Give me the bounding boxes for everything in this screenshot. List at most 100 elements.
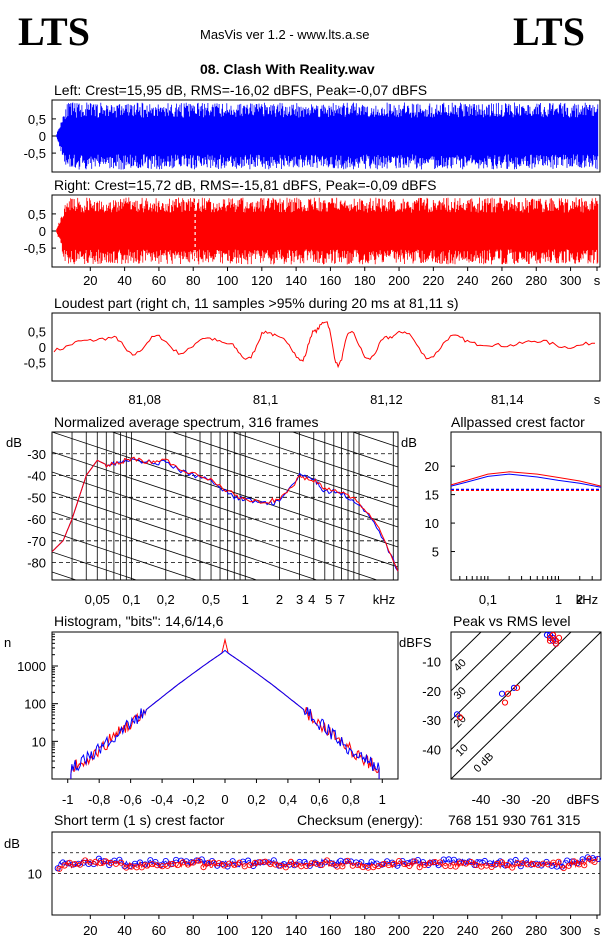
- short-crest-point-right: [200, 864, 207, 871]
- short-crest-point-right: [354, 862, 361, 869]
- allpass-y-tick: 20: [425, 459, 439, 474]
- histogram-x-tick: 0: [221, 792, 228, 807]
- short-crest-x-tick: 300: [560, 923, 582, 938]
- time-tick-label: 180: [354, 273, 376, 288]
- spectrum-x-unit: kHz: [373, 592, 395, 607]
- short-crest-point-right: [329, 860, 336, 867]
- peak-rms-point-left: [510, 684, 518, 691]
- spectrum-y-tick: -80: [27, 556, 46, 571]
- short-crest-point-right: [570, 858, 578, 865]
- short-crest-y-tick: 10: [28, 867, 42, 882]
- spectrum-x-tick: 0,5: [202, 592, 220, 607]
- spectrum-x-tick: 0,05: [85, 592, 110, 607]
- short-crest-point-right: [118, 859, 125, 866]
- peak-rms-point-right: [504, 690, 512, 697]
- peak-rms-y-tick: -20: [422, 684, 441, 699]
- left-channel-y-tick: 0: [39, 129, 46, 144]
- spectrum-diagonal: [52, 451, 398, 568]
- right-channel-title: Right: Crest=15,72 dB, RMS=-15,81 dBFS, …: [54, 177, 437, 193]
- short-crest-point-left: [517, 863, 524, 870]
- histogram-title: Histogram, "bits": 14,6/14,6: [54, 613, 224, 629]
- time-tick-label: 220: [422, 273, 444, 288]
- histogram-ylabel: n: [4, 635, 11, 650]
- loudest-x-tick: 81,1: [253, 392, 278, 407]
- histogram-y-tick: 1000: [17, 659, 46, 674]
- short-crest-title: Short term (1 s) crest factor: [54, 812, 225, 828]
- short-crest-x-tick: 200: [388, 923, 410, 938]
- allpass-y-tick: 5: [432, 545, 439, 560]
- short-crest-x-tick: 180: [354, 923, 376, 938]
- short-crest-point-right: [395, 858, 403, 865]
- short-crest-point-right: [215, 860, 222, 867]
- loudest-y-tick: -0,5: [24, 355, 46, 370]
- short-crest-point-right: [401, 860, 408, 868]
- time-tick-label: 160: [320, 273, 342, 288]
- histogram-x-tick: 0,4: [279, 792, 297, 807]
- peak-rms-crest-line: [451, 632, 542, 721]
- peak-rms-y-tick: -40: [422, 743, 441, 758]
- spectrum-x-tick: 5: [325, 592, 332, 607]
- checksum-label: Checksum (energy):: [297, 812, 424, 828]
- short-crest-point-right: [509, 864, 516, 871]
- loudest-series: [53, 321, 595, 369]
- time-tick-label: 40: [117, 273, 131, 288]
- short-crest-x-tick: 80: [186, 923, 200, 938]
- short-crest-point-right: [565, 862, 572, 869]
- loudest-x-tick: 81,08: [128, 392, 161, 407]
- short-crest-point-right: [560, 865, 567, 872]
- loudest-x-tick: s: [594, 392, 601, 407]
- short-crest-point-right: [185, 861, 192, 868]
- spectrum-diagonal: [291, 432, 398, 468]
- short-crest-point-right: [293, 861, 300, 868]
- short-crest-point-right: [246, 861, 253, 869]
- short-crest-ylabel: dB: [4, 836, 20, 851]
- peak-rms-crest-line: [451, 632, 482, 663]
- short-crest-point-right: [323, 857, 331, 864]
- short-crest-point-right: [56, 865, 63, 872]
- short-crest-point-right: [97, 860, 104, 867]
- time-tick-label: 20: [83, 273, 97, 288]
- allpass-frame: [450, 431, 602, 581]
- allpass-x-tick: 1: [555, 592, 562, 607]
- short-crest-point-right: [82, 857, 89, 864]
- short-crest-point-right: [190, 859, 197, 866]
- spectrum-diagonal: [171, 432, 398, 508]
- short-crest-point-left: [301, 858, 308, 865]
- histogram-x-tick: -0,8: [88, 792, 110, 807]
- short-crest-point-right: [138, 864, 145, 871]
- time-tick-label: 100: [217, 273, 239, 288]
- spectrum-x-tick: 1: [242, 592, 249, 607]
- time-tick-label: 80: [186, 273, 200, 288]
- allpass-x-unit: kHz: [576, 592, 598, 607]
- peak-rms-crest-label: 0 dB: [472, 751, 496, 775]
- allpass-title: Allpassed crest factor: [451, 414, 585, 430]
- spectrum-diagonal: [52, 252, 398, 367]
- short-crest-x-tick: 220: [422, 923, 444, 938]
- spectrum-y-tick: -70: [27, 534, 46, 549]
- histogram-x-tick: -0,4: [151, 792, 173, 807]
- short-crest-x-tick: 160: [320, 923, 342, 938]
- spectrum-diagonal: [52, 471, 379, 580]
- peak-rms-x-tick: -30: [502, 792, 521, 807]
- short-crest-point-right: [488, 863, 495, 870]
- allpass-x-tick: 2: [576, 592, 583, 607]
- spectrum-diagonal: [110, 432, 398, 528]
- spectrum-diagonal: [52, 531, 198, 580]
- peak-rms-crest-line: [451, 632, 512, 692]
- spectrum-diagonal: [52, 551, 138, 580]
- short-crest-x-tick: 140: [285, 923, 307, 938]
- spectrum-diagonal: [52, 592, 398, 707]
- short-crest-point-right: [555, 858, 562, 865]
- short-crest-point-right: [416, 864, 423, 871]
- histogram-series-right: [70, 637, 380, 779]
- logo-right: LTS: [513, 9, 585, 54]
- short-crest-point-left: [147, 857, 154, 864]
- short-crest-point-right: [344, 857, 351, 864]
- peak-rms-x-tick: -40: [472, 792, 491, 807]
- spectrum-diagonal: [351, 432, 398, 448]
- short-crest-point-left: [512, 856, 519, 864]
- time-tick-label: 240: [457, 273, 479, 288]
- short-crest-point-right: [164, 862, 171, 869]
- peak-rms-ylabel: dBFS: [399, 635, 432, 650]
